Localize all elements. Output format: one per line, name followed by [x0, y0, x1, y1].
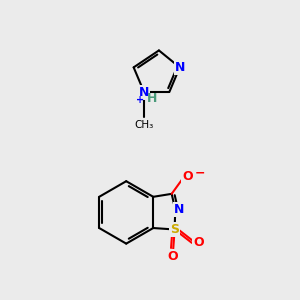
Text: N: N [175, 61, 185, 74]
Text: O: O [193, 236, 204, 249]
Text: +: + [136, 95, 145, 105]
Text: CH₃: CH₃ [134, 120, 154, 130]
Text: N: N [174, 203, 184, 216]
Text: O: O [168, 250, 178, 263]
Text: N: N [139, 85, 149, 98]
Text: S: S [170, 223, 179, 236]
Text: −: − [195, 167, 205, 179]
Text: H: H [147, 92, 158, 105]
Text: O: O [182, 170, 193, 183]
